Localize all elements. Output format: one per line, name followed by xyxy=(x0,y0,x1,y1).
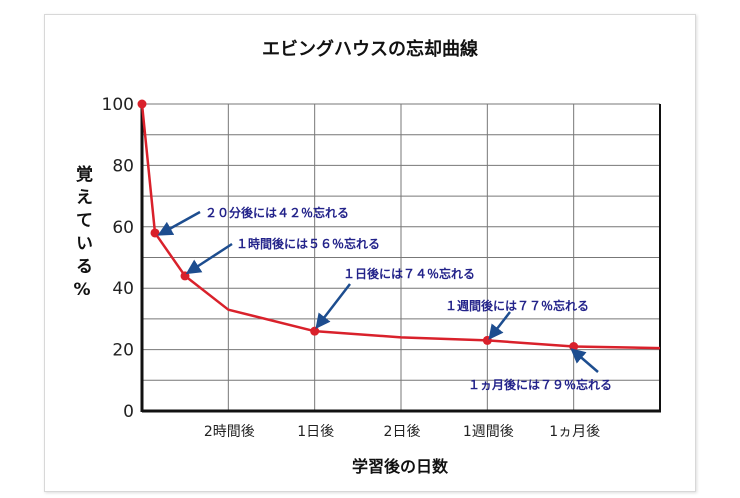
y-tick-label: 60 xyxy=(112,218,134,238)
x-tick-label: 2日後 xyxy=(384,424,421,440)
x-tick-label: 1週間後 xyxy=(463,424,514,440)
y-axis-label: 覚えている% xyxy=(72,165,92,306)
data-point xyxy=(150,228,160,238)
annotation-arrow xyxy=(488,311,511,340)
annotation-1hour: １時間後には５６％忘れる xyxy=(236,236,380,251)
grid xyxy=(140,103,661,413)
data-point xyxy=(569,342,579,352)
x-ticks: 2時間後 1日後 2日後 1週間後 1ヵ月後 xyxy=(204,424,600,440)
y-tick-label: 0 xyxy=(123,402,134,422)
annotation-arrow xyxy=(570,348,599,373)
annotation-1week: １週間後には７７％忘れる xyxy=(445,298,589,313)
y-tick-label: 40 xyxy=(112,279,134,299)
annotation-1day: １日後には７４％忘れる xyxy=(343,266,475,281)
y-ticks: 0 20 40 60 80 100 xyxy=(102,95,134,422)
annotation-arrows xyxy=(157,210,599,373)
series-line xyxy=(137,99,661,352)
chart-title: エビングハウスの忘却曲線 xyxy=(262,38,478,60)
annotation-1month: １ヵ月後には７９％忘れる xyxy=(468,377,612,392)
y-tick-label: 20 xyxy=(112,341,134,361)
y-tick-label: 80 xyxy=(112,156,134,176)
x-tick-label: 1日後 xyxy=(297,424,334,440)
x-tick-label: 1ヵ月後 xyxy=(549,424,600,440)
annotation-20min: ２０分後には４２％忘れる xyxy=(205,205,349,220)
annotation-arrow xyxy=(157,210,201,236)
data-point xyxy=(137,99,147,109)
annotation-arrow xyxy=(315,283,351,329)
data-point xyxy=(180,271,190,281)
data-point xyxy=(310,326,320,336)
x-axis-label: 学習後の日数 xyxy=(352,457,449,476)
y-tick-label: 100 xyxy=(102,95,134,115)
annotation-arrow xyxy=(185,242,233,275)
data-point xyxy=(482,335,492,345)
x-tick-label: 2時間後 xyxy=(204,424,255,440)
